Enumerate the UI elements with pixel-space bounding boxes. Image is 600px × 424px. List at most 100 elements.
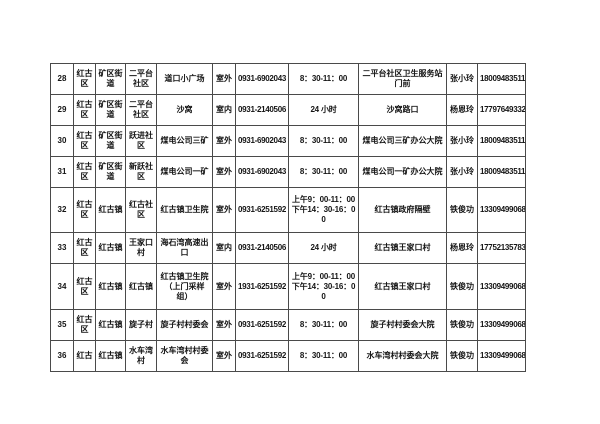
cell-hours: 24 小时 bbox=[288, 93, 359, 126]
cell-contact: 铁俊功 bbox=[446, 186, 478, 234]
table-row: 36 红古 红古镇 水车湾村 水车湾村村委会 室外 0931-6251592 8：30-11：… bbox=[50, 339, 526, 373]
cell-setting: 室外 bbox=[212, 186, 236, 234]
cell-phone: 0931-6251592 bbox=[235, 186, 289, 234]
cell-num: 33 bbox=[50, 232, 74, 265]
cell-community: 二平台社区 bbox=[125, 93, 157, 126]
cell-district: 红古区 bbox=[73, 93, 96, 126]
cell-phone: 1931-6251592 bbox=[235, 263, 289, 311]
cell-phone: 0931-6251592 bbox=[235, 339, 289, 373]
cell-hours: 8：30-11：00 bbox=[288, 339, 359, 373]
cell-street: 红古镇 bbox=[95, 339, 126, 373]
cell-phone: 0931-2140506 bbox=[235, 93, 289, 126]
cell-mobile: 18009483511 bbox=[477, 63, 526, 95]
cell-street: 矿区街道 bbox=[95, 93, 126, 126]
cell-phone: 0931-6902043 bbox=[235, 63, 289, 95]
table-row: 31 红古区 矿区街道 新跃社区 煤电公司一矿 室外 0931-6902043 8：30-11… bbox=[50, 155, 526, 188]
cell-community: 红古社区 bbox=[125, 186, 157, 234]
cell-setting: 室外 bbox=[212, 63, 236, 95]
cell-contact: 铁俊功 bbox=[446, 309, 478, 341]
cell-mobile: 13309499068 bbox=[477, 309, 526, 341]
cell-address: 水车湾村村委会大院 bbox=[358, 339, 447, 373]
cell-contact: 杨恩玲 bbox=[446, 93, 478, 126]
cell-address: 旋子村村委会大院 bbox=[358, 309, 447, 341]
cell-mobile: 18009483511 bbox=[477, 155, 526, 188]
cell-site: 水车湾村村委会 bbox=[156, 339, 213, 373]
cell-street: 矿区街道 bbox=[95, 155, 126, 188]
cell-district: 红古区 bbox=[73, 63, 96, 95]
cell-hours: 8：30-11：00 bbox=[288, 63, 359, 95]
cell-address: 红古镇政府隔壁 bbox=[358, 186, 447, 234]
cell-setting: 室外 bbox=[212, 309, 236, 341]
cell-num: 31 bbox=[50, 155, 74, 188]
cell-district: 红古区 bbox=[73, 124, 96, 157]
cell-community: 跃进社区 bbox=[125, 124, 157, 157]
table-row: 28 红古区 矿区街道 二平台社区 道口小广场 室外 0931-6902043 8：30-11… bbox=[50, 63, 526, 95]
cell-site: 海石湾高速出口 bbox=[156, 232, 213, 265]
cell-street: 红古镇 bbox=[95, 232, 126, 265]
table-row: 33 红古区 红古镇 王家口村 海石湾高速出口 室内 0931-2140506 24 小时 红古… bbox=[50, 232, 526, 265]
cell-community: 王家口村 bbox=[125, 232, 157, 265]
cell-num: 29 bbox=[50, 93, 74, 126]
cell-district: 红古 bbox=[73, 339, 96, 373]
cell-district: 红古区 bbox=[73, 263, 96, 311]
cell-street: 红古镇 bbox=[95, 186, 126, 234]
cell-num: 35 bbox=[50, 309, 74, 341]
cell-district: 红古区 bbox=[73, 155, 96, 188]
cell-community: 红古镇 bbox=[125, 263, 157, 311]
table-row: 30 红古区 矿区街道 跃进社区 煤电公司三矿 室外 0931-6902043 8：30-11… bbox=[50, 124, 526, 157]
table-row: 35 红古区 红古镇 旋子村 旋子村村委会 室外 0931-6251592 8：30-11：0… bbox=[50, 309, 526, 341]
cell-street: 矿区街道 bbox=[95, 124, 126, 157]
table-row: 32 红古区 红古镇 红古社区 红古镇卫生院 室外 0931-6251592 上午9：00-1… bbox=[50, 186, 526, 234]
cell-mobile: 13309499068 bbox=[477, 339, 526, 373]
cell-address: 红古镇王家口村 bbox=[358, 232, 447, 265]
cell-num: 28 bbox=[50, 63, 74, 95]
cell-num: 30 bbox=[50, 124, 74, 157]
cell-mobile: 13309499068 bbox=[477, 186, 526, 234]
cell-contact: 张小玲 bbox=[446, 155, 478, 188]
cell-site: 煤电公司一矿 bbox=[156, 155, 213, 188]
cell-hours: 8：30-11：00 bbox=[288, 155, 359, 188]
cell-contact: 张小玲 bbox=[446, 63, 478, 95]
cell-district: 红古区 bbox=[73, 232, 96, 265]
cell-contact: 杨恩玲 bbox=[446, 232, 478, 265]
cell-setting: 室外 bbox=[212, 339, 236, 373]
cell-community: 水车湾村 bbox=[125, 339, 157, 373]
cell-site: 煤电公司三矿 bbox=[156, 124, 213, 157]
cell-num: 32 bbox=[50, 186, 74, 234]
cell-hours: 上午9：00-11：00 下午14：30-16：00 bbox=[288, 186, 359, 234]
cell-contact: 铁俊功 bbox=[446, 339, 478, 373]
cell-site: 道口小广场 bbox=[156, 63, 213, 95]
cell-phone: 0931-6902043 bbox=[235, 155, 289, 188]
cell-address: 沙窝路口 bbox=[358, 93, 447, 126]
cell-num: 36 bbox=[50, 339, 74, 373]
table-row: 29 红古区 矿区街道 二平台社区 沙窝 室内 0931-2140506 24 小时 沙窝路口杨… bbox=[50, 93, 526, 126]
cell-site: 红古镇卫生院 bbox=[156, 186, 213, 234]
cell-address: 二平台社区卫生服务站门前 bbox=[358, 63, 447, 95]
cell-mobile: 18009483511 bbox=[477, 124, 526, 157]
cell-mobile: 13309499068 bbox=[477, 263, 526, 311]
cell-address: 煤电公司三矿办公大院 bbox=[358, 124, 447, 157]
cell-num: 34 bbox=[50, 263, 74, 311]
testing-sites-table: 28 红古区 矿区街道 二平台社区 道口小广场 室外 0931-6902043 8：30-11… bbox=[50, 63, 526, 373]
cell-hours: 上午9：00-11：00 下午14：30-16：00 bbox=[288, 263, 359, 311]
cell-district: 红古区 bbox=[73, 186, 96, 234]
cell-street: 红古镇 bbox=[95, 263, 126, 311]
cell-community: 二平台社区 bbox=[125, 63, 157, 95]
cell-site: 沙窝 bbox=[156, 93, 213, 126]
cell-phone: 0931-6251592 bbox=[235, 309, 289, 341]
cell-site: 旋子村村委会 bbox=[156, 309, 213, 341]
cell-street: 矿区街道 bbox=[95, 63, 126, 95]
cell-mobile: 17797649332 bbox=[477, 93, 526, 126]
cell-setting: 室内 bbox=[212, 232, 236, 265]
cell-district: 红古区 bbox=[73, 309, 96, 341]
cell-address: 煤电公司一矿办公大院 bbox=[358, 155, 447, 188]
cell-mobile: 17752135783 bbox=[477, 232, 526, 265]
cell-contact: 张小玲 bbox=[446, 124, 478, 157]
cell-hours: 8：30-11：00 bbox=[288, 124, 359, 157]
cell-contact: 铁俊功 bbox=[446, 263, 478, 311]
cell-hours: 8：30-11：00 bbox=[288, 309, 359, 341]
cell-setting: 室外 bbox=[212, 124, 236, 157]
cell-phone: 0931-2140506 bbox=[235, 232, 289, 265]
table-row: 34 红古区 红古镇 红古镇 红古镇卫生院（上门采样组） 室外 1931-6251592 上午… bbox=[50, 263, 526, 311]
